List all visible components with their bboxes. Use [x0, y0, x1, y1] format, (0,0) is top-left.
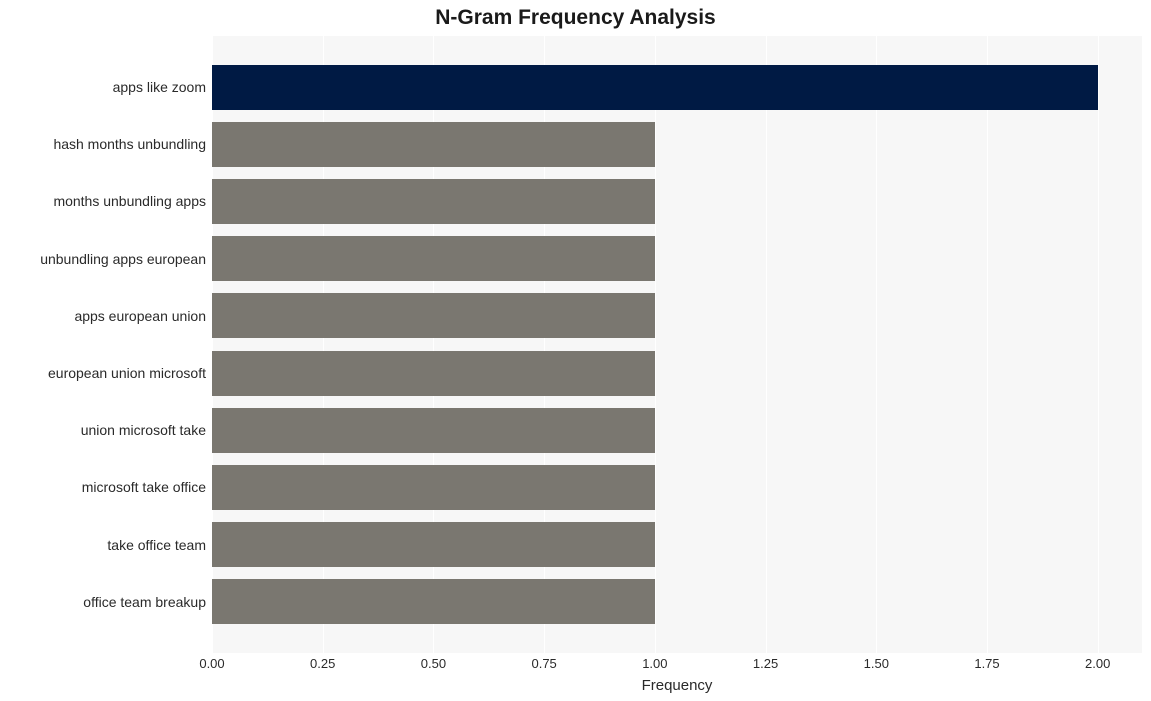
x-tick-label: 2.00 [1085, 656, 1110, 671]
x-axis-title: Frequency [212, 677, 1142, 694]
x-tick-label: 0.50 [421, 656, 446, 671]
gridline [766, 36, 767, 653]
bar [212, 65, 1098, 110]
x-tick-label: 1.25 [753, 656, 778, 671]
x-tick-label: 1.00 [642, 656, 667, 671]
x-tick-label: 0.25 [310, 656, 335, 671]
gridline [876, 36, 877, 653]
bar [212, 408, 655, 453]
gridline [1098, 36, 1099, 653]
bar [212, 236, 655, 281]
gridline [987, 36, 988, 653]
plot-area [212, 36, 1142, 653]
x-tick-label: 1.75 [974, 656, 999, 671]
bar [212, 465, 655, 510]
x-tick-label: 0.75 [531, 656, 556, 671]
bar [212, 179, 655, 224]
x-tick-label: 1.50 [864, 656, 889, 671]
y-tick-label: hash months unbundling [53, 136, 206, 152]
gridline [655, 36, 656, 653]
y-tick-label: take office team [107, 537, 206, 553]
x-tick-label: 0.00 [199, 656, 224, 671]
chart-title: N-Gram Frequency Analysis [0, 6, 1151, 30]
y-tick-label: unbundling apps european [40, 251, 206, 267]
y-tick-label: office team breakup [83, 594, 206, 610]
bar [212, 351, 655, 396]
bar [212, 522, 655, 567]
bar [212, 293, 655, 338]
bar [212, 579, 655, 624]
y-tick-label: apps like zoom [113, 79, 206, 95]
y-tick-label: european union microsoft [48, 365, 206, 381]
y-tick-label: months unbundling apps [53, 193, 206, 209]
bar [212, 122, 655, 167]
y-tick-label: union microsoft take [81, 422, 206, 438]
y-tick-label: apps european union [74, 308, 206, 324]
y-tick-label: microsoft take office [82, 479, 206, 495]
ngram-frequency-chart: N-Gram Frequency Analysis apps like zoom… [0, 0, 1151, 701]
